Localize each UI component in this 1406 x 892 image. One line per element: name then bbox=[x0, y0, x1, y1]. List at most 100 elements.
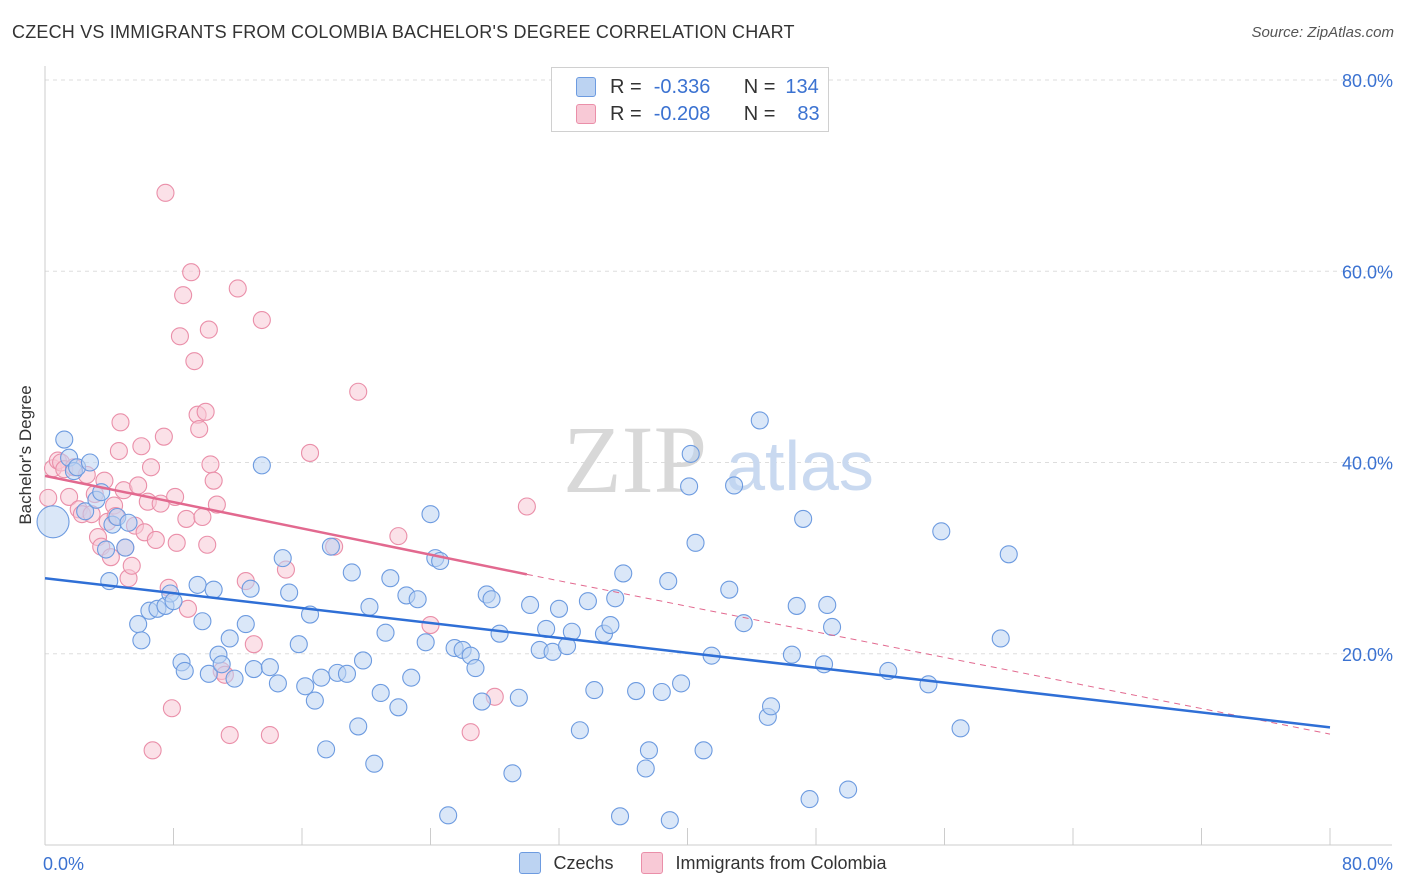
point-czechs bbox=[204, 580, 223, 599]
point-czechs bbox=[639, 741, 659, 760]
point-czechs bbox=[360, 597, 379, 616]
legend-row-czechs: R = -0.336 N = 134 bbox=[576, 74, 819, 100]
y-tick-label: 40.0% bbox=[1342, 454, 1393, 474]
grid-lines bbox=[45, 79, 1392, 655]
point-colombia bbox=[204, 471, 223, 490]
point-czechs bbox=[268, 674, 287, 693]
point-colombia bbox=[109, 441, 128, 461]
point-czechs bbox=[606, 589, 625, 608]
point-czechs bbox=[570, 721, 589, 740]
point-czechs bbox=[241, 579, 260, 598]
point-czechs bbox=[225, 669, 244, 688]
point-czechs bbox=[312, 668, 331, 687]
point-czechs bbox=[686, 533, 705, 552]
point-colombia bbox=[111, 413, 130, 432]
point-czechs bbox=[672, 674, 691, 693]
point-colombia bbox=[260, 725, 279, 745]
point-colombia bbox=[517, 497, 536, 516]
point-czechs bbox=[490, 624, 509, 643]
x-tick-label: 0.0% bbox=[43, 854, 84, 874]
point-colombia bbox=[300, 443, 320, 462]
point-colombia bbox=[156, 183, 175, 202]
point-czechs bbox=[660, 811, 679, 830]
point-czechs bbox=[720, 580, 739, 599]
point-czechs bbox=[421, 505, 440, 524]
point-colombia bbox=[170, 327, 189, 346]
point-colombia bbox=[198, 535, 217, 554]
watermark-atlas: atlas bbox=[726, 427, 874, 505]
point-czechs bbox=[932, 522, 951, 541]
axes bbox=[44, 66, 1392, 846]
point-czechs bbox=[694, 741, 713, 760]
point-colombia bbox=[199, 320, 218, 339]
point-czechs bbox=[610, 807, 630, 826]
legend-item-colombia: Immigrants from Colombia bbox=[641, 852, 887, 874]
point-czechs bbox=[782, 645, 801, 664]
legend-swatch-czechs bbox=[519, 852, 542, 874]
point-czechs bbox=[389, 698, 408, 717]
point-colombia bbox=[39, 488, 58, 507]
point-czechs bbox=[244, 659, 263, 679]
point-czechs bbox=[175, 661, 194, 681]
point-colombia bbox=[389, 527, 408, 546]
point-czechs bbox=[317, 740, 336, 759]
tick-labels: 20.0% 40.0% 60.0% 80.0% 0.0% 80.0% bbox=[43, 71, 1393, 874]
point-czechs bbox=[289, 635, 308, 654]
point-czechs bbox=[521, 595, 540, 615]
point-czechs bbox=[188, 575, 207, 594]
point-czechs bbox=[260, 658, 279, 677]
point-colombia bbox=[244, 635, 263, 654]
point-czechs bbox=[734, 614, 753, 633]
point-colombia bbox=[143, 741, 162, 760]
point-czechs bbox=[585, 681, 604, 700]
point-czechs bbox=[116, 538, 135, 557]
point-colombia bbox=[60, 487, 79, 506]
point-czechs bbox=[80, 453, 100, 472]
point-czechs bbox=[36, 505, 70, 539]
point-czechs bbox=[381, 569, 400, 588]
trend-lines bbox=[44, 474, 1331, 735]
point-czechs bbox=[236, 615, 255, 634]
point-czechs bbox=[402, 668, 421, 687]
point-colombia bbox=[132, 437, 151, 456]
legend-swatch-czechs bbox=[576, 77, 596, 97]
point-czechs bbox=[199, 664, 218, 683]
point-czechs bbox=[76, 502, 95, 521]
point-czechs bbox=[252, 456, 271, 475]
source-credit: Source: ZipAtlas.com bbox=[1251, 24, 1394, 41]
watermark-zip: ZIP bbox=[563, 406, 707, 513]
point-czechs bbox=[823, 617, 842, 637]
point-colombia bbox=[228, 279, 247, 298]
point-czechs bbox=[337, 664, 357, 683]
point-czechs bbox=[296, 677, 315, 696]
point-czechs bbox=[482, 590, 501, 609]
point-colombia bbox=[252, 310, 271, 330]
point-colombia bbox=[185, 352, 204, 371]
point-colombia bbox=[193, 507, 212, 527]
point-colombia bbox=[201, 455, 220, 474]
point-czechs bbox=[601, 616, 620, 635]
point-colombia bbox=[182, 263, 201, 282]
point-colombia bbox=[196, 402, 215, 421]
point-czechs bbox=[794, 509, 813, 528]
legend-n-value-colombia: 83 bbox=[797, 102, 820, 125]
point-colombia bbox=[141, 458, 161, 477]
point-colombia bbox=[220, 725, 239, 745]
point-czechs bbox=[503, 764, 522, 783]
legend-item-czechs: Czechs bbox=[519, 852, 613, 874]
trendline-colombia-extended bbox=[526, 573, 1331, 735]
point-czechs bbox=[129, 615, 148, 634]
point-czechs bbox=[119, 513, 138, 532]
point-colombia bbox=[167, 533, 186, 552]
point-czechs bbox=[839, 780, 858, 799]
point-czechs bbox=[787, 596, 806, 615]
point-czechs bbox=[472, 692, 491, 711]
legend-r-value-czechs: -0.336 bbox=[653, 75, 711, 98]
point-czechs bbox=[750, 411, 769, 430]
point-czechs bbox=[999, 545, 1018, 564]
point-colombia bbox=[207, 495, 226, 514]
series-colombia bbox=[39, 183, 536, 760]
trendline-colombia bbox=[44, 474, 528, 576]
point-czechs bbox=[659, 572, 678, 591]
point-czechs bbox=[164, 592, 183, 611]
